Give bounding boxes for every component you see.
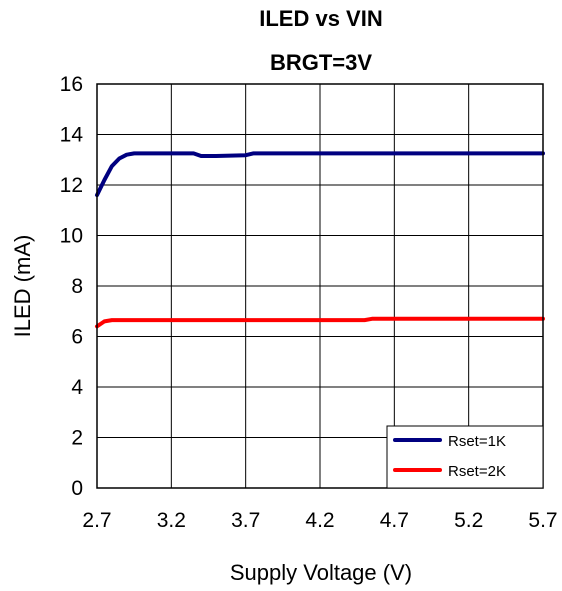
y-tick-label: 4 (71, 376, 83, 399)
x-tick-label: 5.2 (454, 509, 483, 532)
y-tick-label: 14 (60, 124, 84, 147)
series-line-1 (95, 151, 545, 198)
series-layer (95, 151, 545, 329)
y-tick-label: 12 (60, 174, 83, 197)
x-tick-label: 5.7 (528, 509, 557, 532)
y-tick-label: 10 (60, 225, 83, 248)
y-tick-label: 0 (71, 477, 83, 500)
chart-title: ILED vs VIN (259, 6, 382, 31)
legend-label-2: Rset=2K (448, 463, 506, 480)
y-tick-label: 16 (60, 73, 83, 96)
y-tick-label: 8 (71, 275, 83, 298)
legend-label-1: Rset=1K (448, 433, 506, 450)
y-axis-label: ILED (mA) (10, 235, 35, 338)
x-tick-label: 3.2 (157, 509, 186, 532)
x-axis-ticks: 2.7 3.2 3.7 4.2 4.7 5.2 5.7 (82, 509, 557, 532)
y-axis-ticks: 0 2 4 6 8 10 12 14 16 (60, 73, 84, 500)
x-tick-label: 2.7 (82, 509, 111, 532)
series-line-2 (95, 316, 545, 329)
y-tick-label: 2 (71, 427, 83, 450)
legend: Rset=1K Rset=2K (386, 425, 544, 489)
x-tick-label: 4.7 (380, 509, 409, 532)
plot-frame (96, 83, 544, 489)
x-axis-label: Supply Voltage (V) (230, 560, 412, 585)
chart-subtitle: BRGT=3V (270, 50, 372, 75)
x-tick-label: 4.2 (305, 509, 334, 532)
legend-box (386, 425, 544, 489)
x-tick-label: 3.7 (231, 509, 260, 532)
y-tick-label: 6 (71, 326, 83, 349)
